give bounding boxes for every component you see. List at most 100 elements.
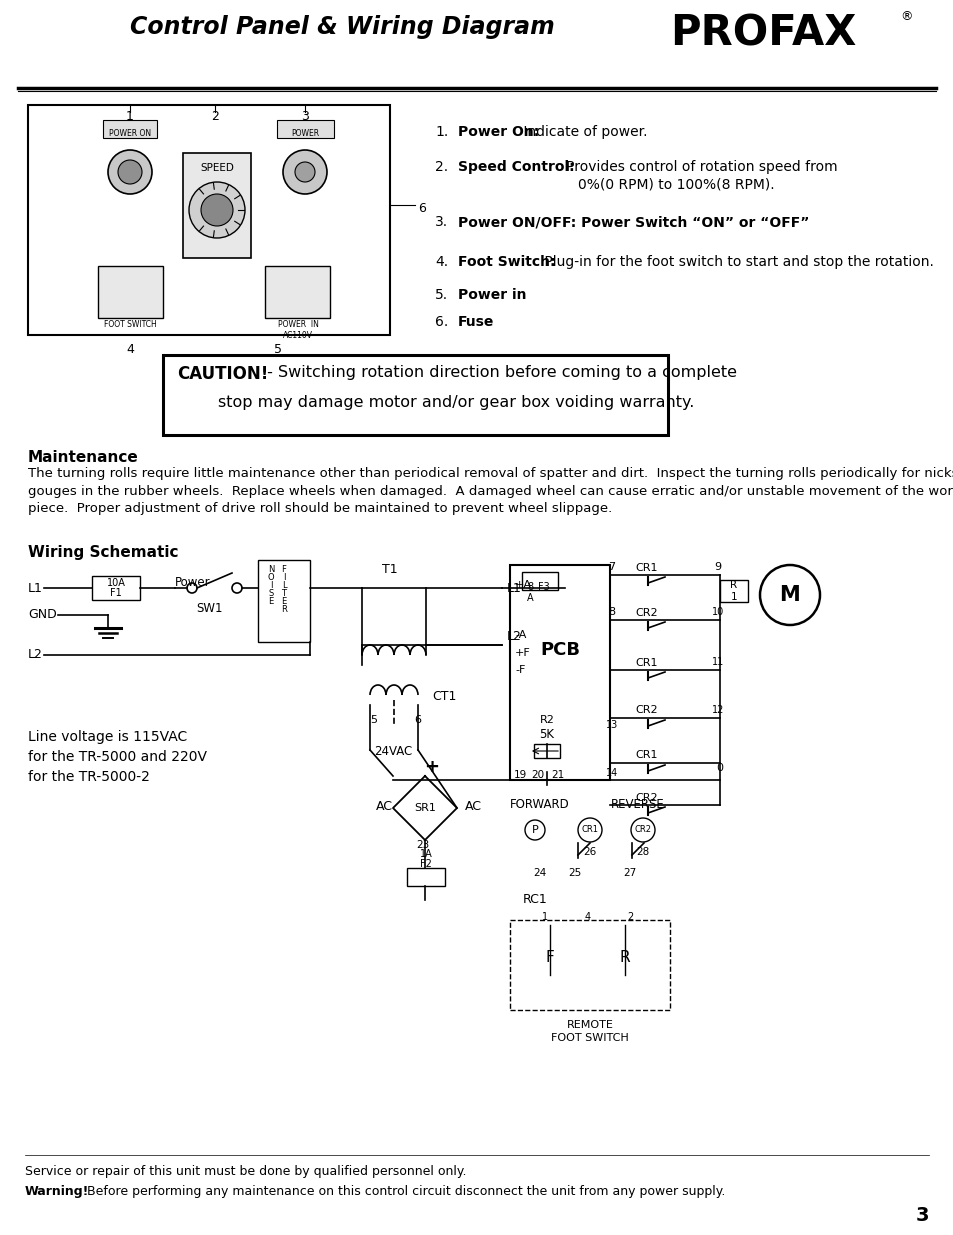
Text: 28: 28 xyxy=(636,847,649,857)
Text: CR1: CR1 xyxy=(635,750,657,760)
Text: L1: L1 xyxy=(28,582,43,594)
Bar xyxy=(521,572,558,590)
Text: Foot Switch:: Foot Switch: xyxy=(457,254,555,269)
Text: 4: 4 xyxy=(126,343,133,356)
Text: 12: 12 xyxy=(711,705,723,715)
Text: 24VAC: 24VAC xyxy=(374,745,412,758)
Text: I: I xyxy=(270,580,272,590)
Circle shape xyxy=(294,162,314,182)
Text: F: F xyxy=(281,564,286,574)
Text: CR1: CR1 xyxy=(635,658,657,668)
Bar xyxy=(257,559,310,642)
Text: I: I xyxy=(282,573,285,582)
Text: L: L xyxy=(281,580,286,590)
Text: SW1: SW1 xyxy=(195,601,222,615)
Text: 5.: 5. xyxy=(435,288,448,303)
Text: N: N xyxy=(268,564,274,574)
Text: POWER  IN
AC110V: POWER IN AC110V xyxy=(277,320,318,340)
Text: Service or repair of this unit must be done by qualified personnel only.: Service or repair of this unit must be d… xyxy=(25,1165,466,1178)
Bar xyxy=(103,120,157,138)
Bar xyxy=(720,580,747,601)
Text: Before performing any maintenance on this control circuit disconnect the unit fr: Before performing any maintenance on thi… xyxy=(83,1186,724,1198)
Text: - Switching rotation direction before coming to a complete: - Switching rotation direction before co… xyxy=(262,366,737,380)
Bar xyxy=(510,564,609,781)
Text: R
1: R 1 xyxy=(730,580,737,601)
Text: Power ON/OFF: Power Switch “ON” or “OFF”: Power ON/OFF: Power Switch “ON” or “OFF” xyxy=(457,215,808,228)
Text: 5: 5 xyxy=(274,343,282,356)
Text: R: R xyxy=(281,605,287,614)
Text: 6.: 6. xyxy=(435,315,448,329)
Text: L2: L2 xyxy=(28,648,43,662)
Circle shape xyxy=(283,149,327,194)
Circle shape xyxy=(108,149,152,194)
Text: REMOTE
FOOT SWITCH: REMOTE FOOT SWITCH xyxy=(551,1020,628,1044)
Text: +A: +A xyxy=(515,580,532,590)
Text: 3.: 3. xyxy=(435,215,448,228)
Text: 9: 9 xyxy=(714,562,720,572)
Text: Wiring Schematic: Wiring Schematic xyxy=(28,545,178,559)
Text: AC: AC xyxy=(375,799,393,813)
Text: FOOT SWITCH: FOOT SWITCH xyxy=(104,320,156,329)
Bar xyxy=(276,120,334,138)
Text: CR1: CR1 xyxy=(635,563,657,573)
Circle shape xyxy=(189,182,245,238)
Text: Speed Control:: Speed Control: xyxy=(457,161,574,174)
Text: The turning rolls require little maintenance other than periodical removal of sp: The turning rolls require little mainten… xyxy=(28,467,953,515)
Text: 11: 11 xyxy=(711,657,723,667)
Text: 27: 27 xyxy=(622,868,636,878)
Text: 2.: 2. xyxy=(435,161,448,174)
Text: 3: 3 xyxy=(301,110,309,124)
Text: Power: Power xyxy=(174,576,211,589)
Text: 5: 5 xyxy=(370,715,377,725)
Text: F3: F3 xyxy=(537,582,549,592)
Text: 4: 4 xyxy=(584,911,591,923)
Text: Provides control of rotation speed from: Provides control of rotation speed from xyxy=(553,161,837,174)
Text: O: O xyxy=(268,573,274,582)
Text: L2: L2 xyxy=(506,630,521,643)
Text: REVERSE: REVERSE xyxy=(611,798,664,811)
Circle shape xyxy=(201,194,233,226)
Text: L1: L1 xyxy=(506,582,521,595)
Text: F: F xyxy=(545,951,554,966)
Text: CR2: CR2 xyxy=(634,825,651,835)
Text: 4.: 4. xyxy=(435,254,448,269)
Text: 13: 13 xyxy=(605,720,618,730)
Text: POWER: POWER xyxy=(291,128,318,138)
Bar xyxy=(534,743,559,758)
Text: PROFAX: PROFAX xyxy=(669,12,856,54)
Text: 6: 6 xyxy=(417,201,425,215)
Text: 2: 2 xyxy=(626,911,633,923)
Text: 21: 21 xyxy=(551,769,564,781)
Text: 20: 20 xyxy=(531,769,544,781)
Text: -A: -A xyxy=(515,630,526,640)
Text: S: S xyxy=(268,589,274,598)
Text: 6: 6 xyxy=(414,715,421,725)
Text: Fuse: Fuse xyxy=(457,315,494,329)
Text: Power in: Power in xyxy=(457,288,526,303)
Text: 10A
F1: 10A F1 xyxy=(107,578,125,599)
Text: T1: T1 xyxy=(381,563,397,576)
Text: CR1: CR1 xyxy=(581,825,598,835)
Circle shape xyxy=(118,161,142,184)
Bar xyxy=(98,266,163,317)
Text: POWER ON: POWER ON xyxy=(109,128,151,138)
Text: 25: 25 xyxy=(568,868,581,878)
Text: 0: 0 xyxy=(716,763,722,773)
Text: CT1: CT1 xyxy=(432,690,456,703)
Text: 8: 8 xyxy=(608,606,615,618)
Text: P: P xyxy=(531,825,537,835)
Text: +F: +F xyxy=(515,648,530,658)
Text: -F: -F xyxy=(515,664,525,676)
Text: SR1: SR1 xyxy=(414,803,436,813)
Bar xyxy=(28,105,390,335)
Text: +: + xyxy=(423,758,438,776)
Text: 26: 26 xyxy=(583,847,596,857)
Bar xyxy=(510,920,669,1010)
Text: stop may damage motor and/or gear box voiding warranty.: stop may damage motor and/or gear box vo… xyxy=(177,395,694,410)
Text: Line voltage is 115VAC
for the TR-5000 and 220V
for the TR-5000-2: Line voltage is 115VAC for the TR-5000 a… xyxy=(28,730,207,784)
Text: E: E xyxy=(281,597,286,606)
Text: 5K: 5K xyxy=(539,727,554,741)
Text: R2: R2 xyxy=(539,715,554,725)
Text: M: M xyxy=(779,585,800,605)
Text: GND: GND xyxy=(28,609,56,621)
